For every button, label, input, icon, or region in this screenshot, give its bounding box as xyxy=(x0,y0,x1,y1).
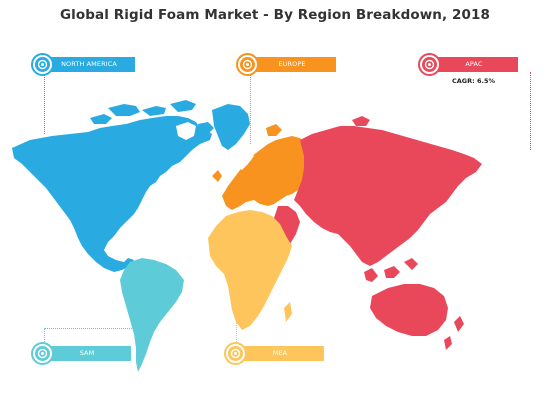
connector-europe xyxy=(250,72,251,144)
connector-sam xyxy=(44,328,45,346)
badge-apac[interactable]: APAC xyxy=(418,53,518,76)
region-europe xyxy=(212,124,308,210)
apac-cagr: CAGR: 6.5% xyxy=(452,77,496,85)
connector-sam-h xyxy=(44,328,140,329)
label-apac: APAC xyxy=(465,60,483,68)
target-icon xyxy=(228,346,243,361)
label-north-america: NORTH AMERICA xyxy=(61,60,117,68)
label-mea: MEA xyxy=(272,349,288,357)
label-sam: SAM xyxy=(79,349,95,357)
connector-apac xyxy=(530,72,531,150)
badge-europe[interactable]: EUROPE xyxy=(236,53,336,76)
badge-mea[interactable]: MEA xyxy=(224,342,324,365)
region-south-america xyxy=(120,258,184,372)
target-icon xyxy=(35,346,50,361)
connector-north-america xyxy=(44,72,45,134)
badge-sam[interactable]: SAM xyxy=(31,342,131,365)
target-icon xyxy=(240,57,255,72)
chart-title: Global Rigid Foam Market - By Region Bre… xyxy=(59,7,491,23)
connector-mea xyxy=(236,322,237,346)
region-north-america xyxy=(12,100,250,272)
target-icon xyxy=(422,57,437,72)
region-apac xyxy=(274,116,482,350)
label-europe: EUROPE xyxy=(278,60,306,68)
target-icon xyxy=(35,57,50,72)
badge-north-america[interactable]: NORTH AMERICA xyxy=(31,53,135,76)
region-mea xyxy=(208,210,292,330)
